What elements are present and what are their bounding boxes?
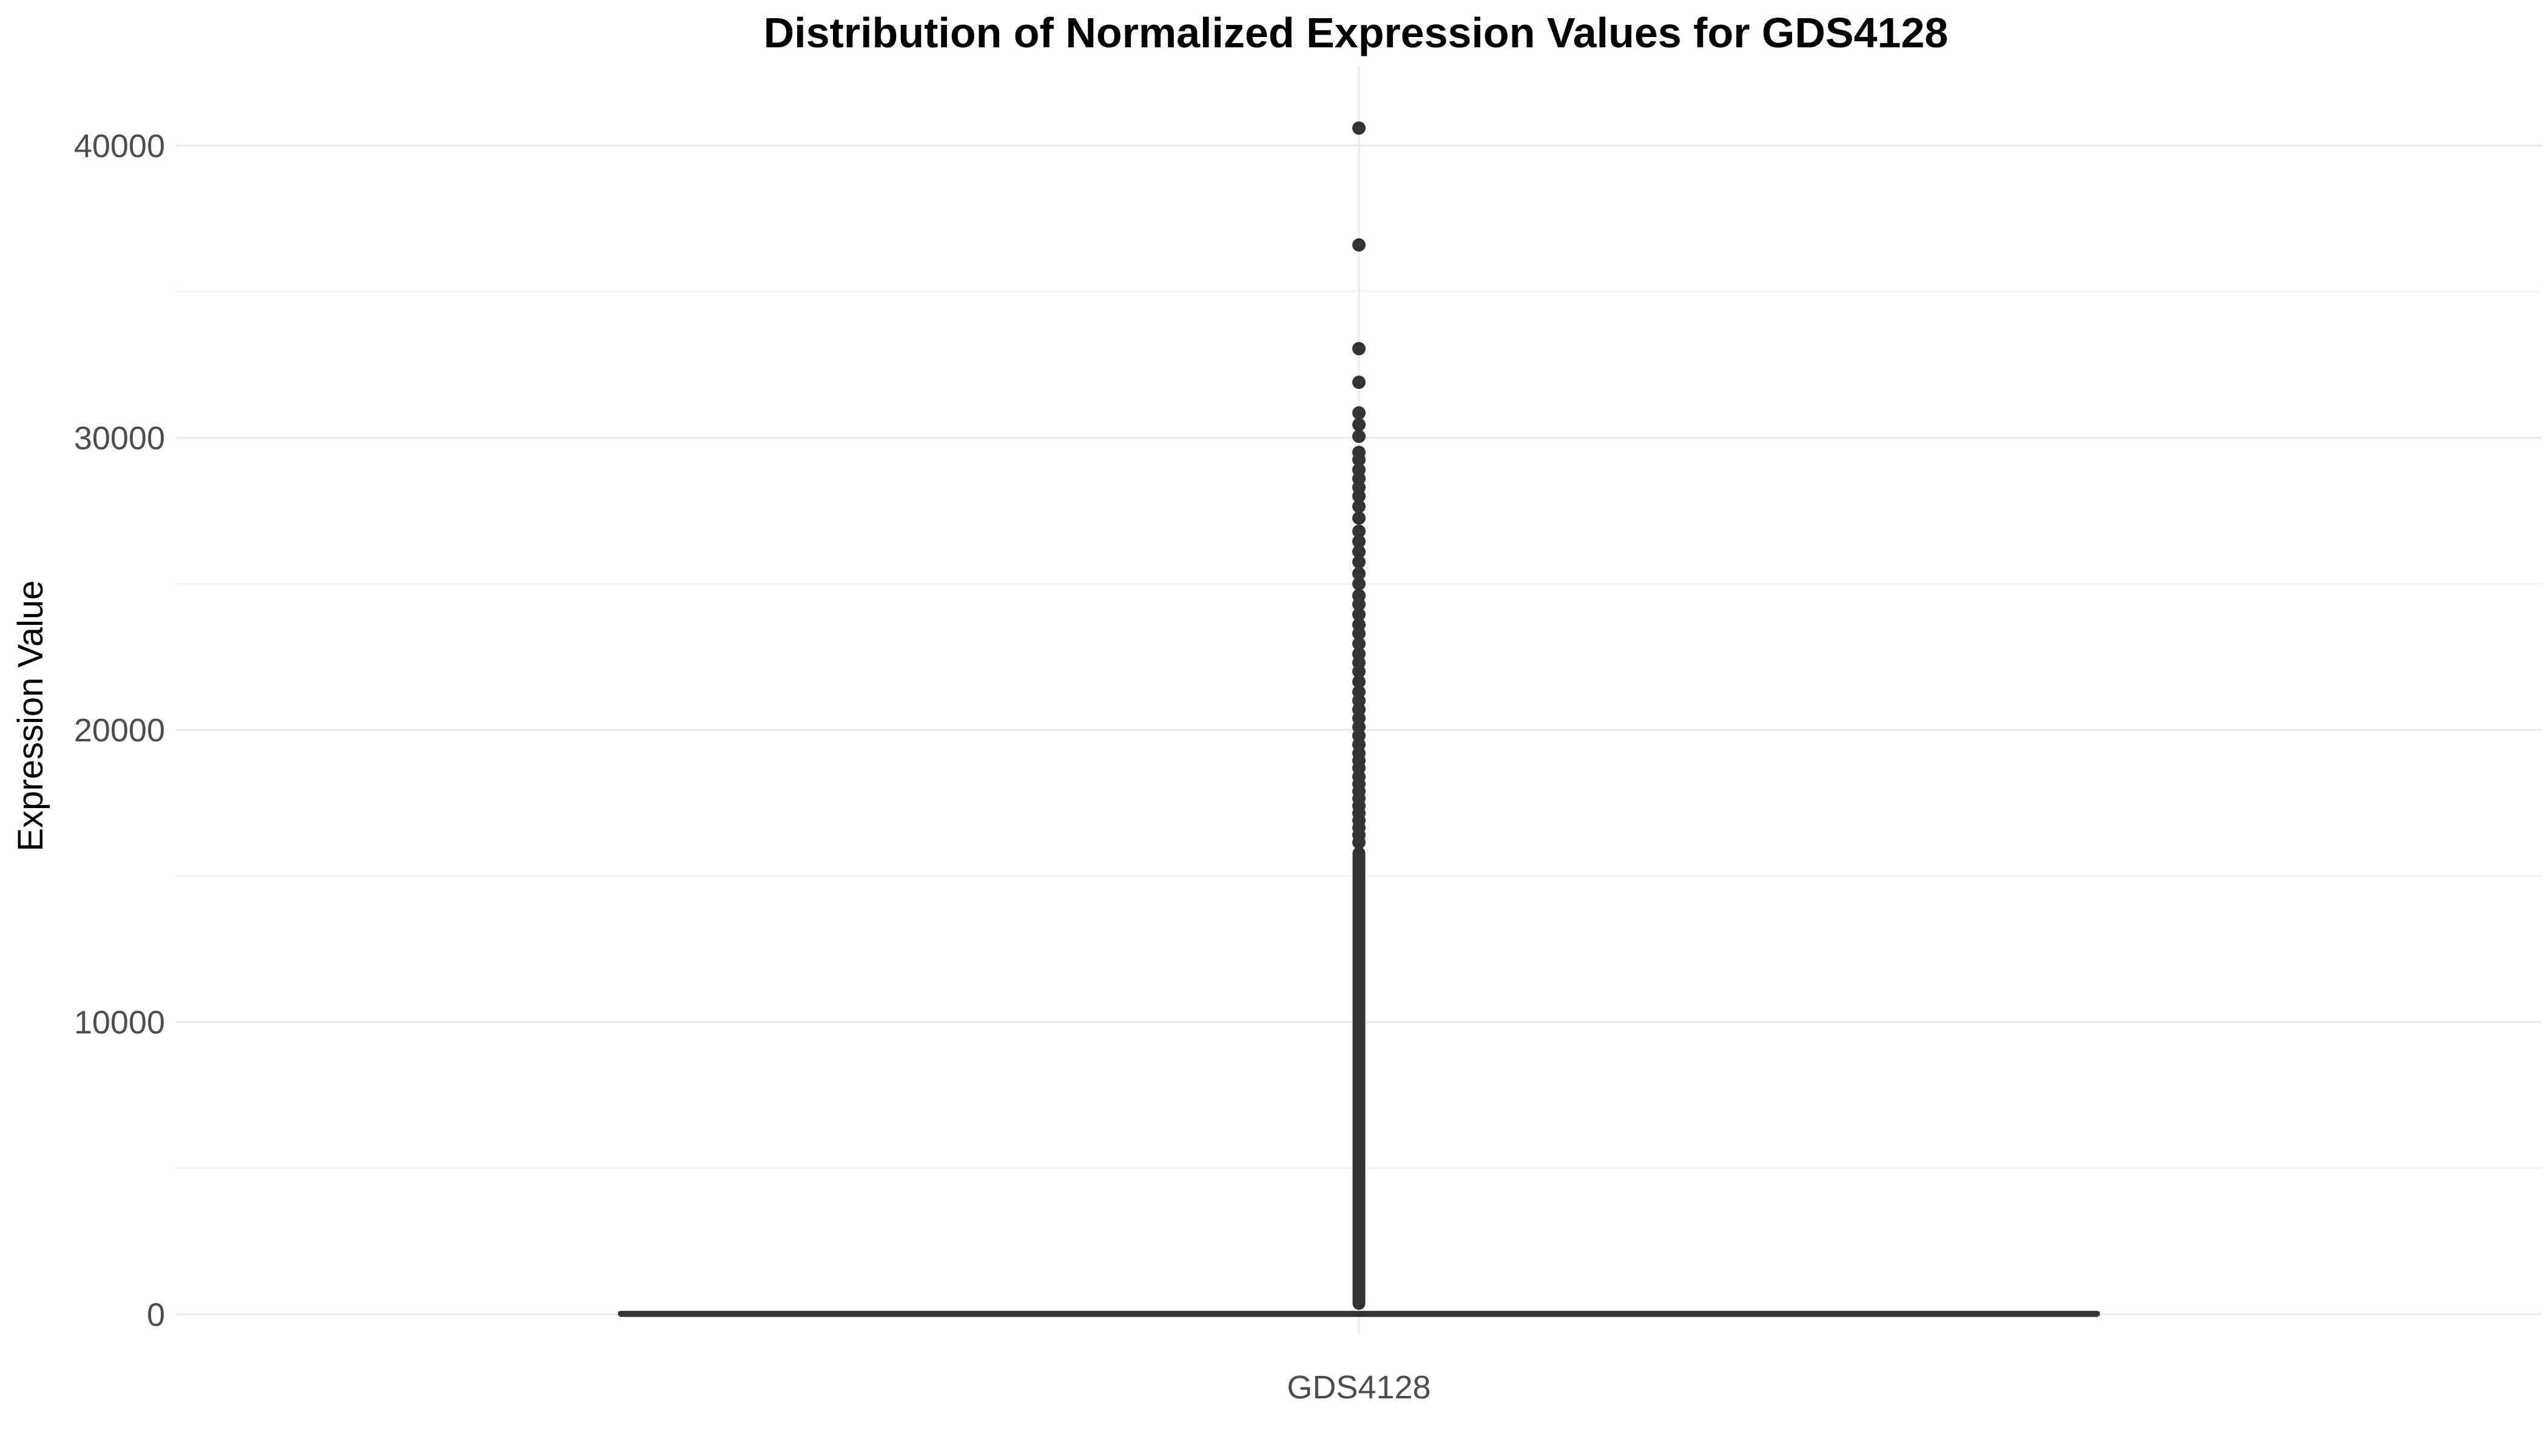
outlier-point (1352, 511, 1366, 525)
outlier-point (1352, 453, 1366, 467)
outlier-point (1352, 675, 1366, 689)
outlier-point (1352, 545, 1366, 559)
outlier-point (1352, 524, 1366, 538)
y-tick-label: 40000 (74, 128, 165, 164)
outlier-point (1352, 664, 1366, 678)
outlier-point (1352, 607, 1366, 621)
outlier-point (1352, 598, 1366, 612)
outlier-point (1352, 238, 1366, 252)
outlier-point (1352, 417, 1366, 431)
axis-labels: 0 10000 20000 30000 40000 GDS4128 (74, 128, 1431, 1406)
y-tick-label: 10000 (74, 1005, 165, 1041)
x-tick-label: GDS4128 (1287, 1369, 1431, 1406)
outlier-point (1352, 835, 1366, 849)
outlier-point (1352, 489, 1366, 503)
outlier-point (1352, 406, 1366, 420)
y-tick-label: 0 (147, 1296, 165, 1333)
outlier-point (1352, 376, 1366, 389)
y-tick-label: 30000 (74, 420, 165, 457)
plot-marks (618, 121, 2100, 1317)
outlier-point (1352, 567, 1366, 581)
outlier-point (1352, 577, 1366, 591)
outlier-point (1352, 555, 1366, 569)
outlier-point (1352, 430, 1366, 443)
y-axis-title: Expression Value (11, 580, 50, 851)
outlier-point (1352, 121, 1366, 135)
outlier-cluster (1352, 846, 1366, 1310)
y-tick-label: 20000 (74, 712, 165, 749)
outlier-point (1352, 627, 1366, 641)
chart-title: Distribution of Normalized Expression Va… (764, 9, 1949, 56)
outlier-point (1352, 637, 1366, 651)
outlier-point (1352, 534, 1366, 548)
outlier-point (1352, 342, 1366, 356)
outlier-point (1352, 499, 1366, 513)
